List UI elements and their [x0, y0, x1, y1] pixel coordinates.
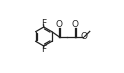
Text: F: F: [41, 19, 46, 28]
Text: O: O: [56, 20, 63, 29]
Text: O: O: [80, 32, 87, 41]
Text: F: F: [41, 45, 46, 54]
Text: O: O: [72, 20, 79, 29]
